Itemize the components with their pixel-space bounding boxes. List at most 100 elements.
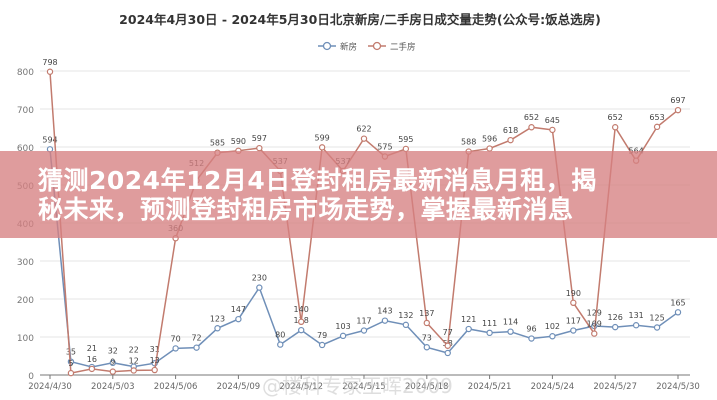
data-point[interactable] [528, 335, 535, 342]
y-tick-label: 600 [17, 144, 34, 154]
y-tick-label: 0 [28, 372, 34, 382]
data-label: 697 [670, 96, 685, 105]
x-tick-label: 2024/5/21 [468, 382, 512, 392]
legend-label: 二手房 [390, 42, 416, 53]
data-point[interactable] [235, 315, 242, 323]
headline-line-2: 秘未来，预测登封租房市场走势，掌握最新消息 [38, 195, 574, 224]
data-point[interactable] [109, 359, 117, 367]
data-label: 585 [210, 139, 225, 148]
data-label: 590 [231, 137, 246, 146]
y-tick-label: 200 [17, 296, 34, 306]
x-tick-label: 2024/5/30 [656, 382, 700, 392]
data-label: 111 [482, 319, 497, 328]
x-tick-label: 2024/4/30 [28, 382, 72, 392]
data-point[interactable] [465, 325, 472, 333]
data-label: 80 [275, 331, 285, 340]
data-point[interactable] [653, 123, 661, 131]
data-label: 9 [110, 358, 115, 367]
x-tick-label: 2024/5/15 [342, 382, 386, 392]
legend-label: 新房 [340, 42, 357, 53]
data-label: 32 [108, 347, 118, 356]
watermark: @楼科专家王晖2009 [262, 374, 453, 398]
data-point[interactable] [277, 341, 284, 348]
data-label: 652 [524, 113, 539, 122]
y-tick-label: 300 [17, 258, 34, 268]
data-label: 595 [398, 135, 413, 144]
data-label: 143 [377, 307, 392, 316]
data-point[interactable] [632, 322, 640, 329]
legend[interactable]: 新房 二手房 [318, 42, 416, 53]
x-tick-label: 2024/5/06 [154, 382, 198, 392]
data-point[interactable] [46, 68, 54, 75]
data-point[interactable] [67, 369, 75, 377]
data-point[interactable] [318, 144, 326, 151]
x-tick-label: 2024/5/27 [593, 382, 637, 392]
data-label: 117 [356, 317, 371, 326]
data-point[interactable] [88, 365, 96, 373]
data-point[interactable] [507, 328, 514, 335]
data-point[interactable] [130, 367, 137, 374]
data-label: 165 [670, 298, 685, 307]
data-label: 147 [231, 305, 246, 314]
data-point[interactable] [172, 345, 179, 352]
data-label: 102 [545, 322, 560, 331]
x-tick-label: 2024/5/12 [279, 382, 323, 392]
data-point[interactable] [360, 135, 368, 142]
legend-item[interactable]: 新房 [318, 42, 357, 53]
data-point[interactable] [423, 319, 430, 327]
data-point[interactable] [214, 325, 221, 332]
data-point[interactable] [486, 329, 493, 337]
data-point[interactable] [256, 284, 263, 291]
data-point[interactable] [570, 327, 577, 334]
data-label: 596 [482, 135, 497, 144]
data-label: 129 [587, 309, 602, 318]
data-point[interactable] [360, 327, 368, 334]
data-label: 123 [210, 314, 225, 323]
x-axis: 2024/4/30 2024/5/03 2024/5/06 2024/5/09 2024… [28, 374, 700, 392]
data-point[interactable] [528, 124, 535, 131]
y-tick-label: 800 [17, 68, 34, 78]
data-point[interactable] [402, 321, 410, 329]
data-point[interactable] [298, 318, 305, 325]
data-label: 96 [526, 325, 536, 334]
x-tick-label: 2024/5/18 [405, 382, 449, 392]
data-label: 599 [314, 133, 329, 142]
data-point[interactable] [339, 332, 347, 340]
data-label: 77 [443, 328, 453, 337]
data-label: 22 [129, 345, 139, 354]
data-label: 137 [419, 309, 434, 318]
data-point[interactable] [591, 330, 598, 337]
data-point[interactable] [298, 326, 305, 334]
data-point[interactable] [444, 342, 451, 349]
data-label: 588 [461, 138, 476, 147]
legend-marker-icon [372, 41, 382, 51]
data-point[interactable] [318, 341, 326, 349]
data-label: 13 [150, 356, 160, 365]
data-point[interactable] [570, 299, 577, 306]
data-label: 131 [628, 311, 643, 320]
data-label: 21 [87, 344, 97, 353]
data-point[interactable] [256, 144, 263, 152]
data-point[interactable] [381, 317, 389, 324]
data-point[interactable] [549, 126, 556, 134]
data-label: 73 [422, 333, 432, 342]
data-label: 125 [649, 314, 664, 323]
data-point[interactable] [612, 124, 619, 131]
data-point[interactable] [612, 323, 619, 331]
data-point[interactable] [674, 106, 682, 114]
data-point[interactable] [444, 349, 451, 357]
data-label: 645 [545, 116, 560, 125]
data-label: 652 [608, 113, 623, 122]
data-point[interactable] [151, 366, 158, 374]
data-point[interactable] [653, 324, 661, 331]
data-point[interactable] [423, 344, 430, 351]
data-label: 140 [294, 305, 309, 314]
data-label: 79 [317, 331, 327, 340]
data-point[interactable] [193, 344, 200, 351]
data-point[interactable] [507, 136, 514, 144]
data-point[interactable] [674, 309, 682, 316]
legend-item[interactable]: 二手房 [368, 42, 416, 53]
data-label: 109 [587, 320, 602, 329]
data-point[interactable] [109, 368, 117, 375]
data-point[interactable] [549, 333, 556, 340]
